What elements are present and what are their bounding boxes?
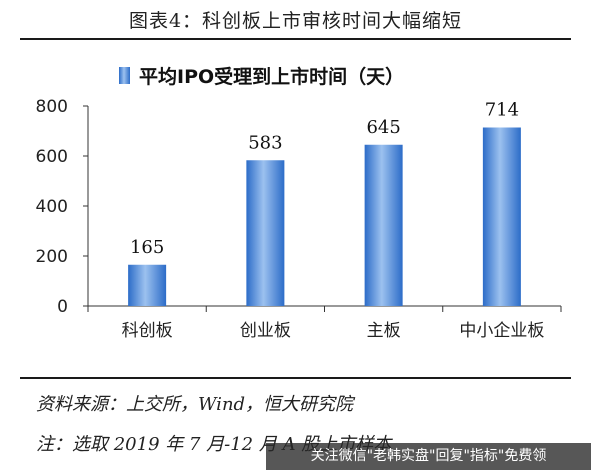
data-label: 714 (485, 100, 519, 121)
bar-chart: 平均IPO受理到上市时间（天） 0 200 400 600 800 科创板 创业板 主板 中小… (36, 65, 562, 341)
x-tick-label: 创业板 (240, 321, 291, 341)
x-tick-label: 科创板 (122, 321, 173, 341)
chart-legend: 平均IPO受理到上市时间（天） (119, 65, 404, 88)
x-axis: 科创板 创业板 主板 中小企业板 (87, 305, 562, 341)
bar-1 (128, 264, 167, 306)
top-rule (20, 38, 571, 40)
bottom-rule (20, 377, 571, 379)
chart-title: 平均IPO受理到上市时间（天） (139, 65, 404, 88)
figure-title: 图表4：科创板上市审核时间大幅缩短 (128, 10, 463, 32)
bar-2 (246, 160, 285, 306)
bars: 165 583 645 714 (128, 100, 521, 306)
data-label: 645 (366, 117, 400, 138)
legend-marker (119, 67, 130, 84)
source-note: 资料来源：上交所，Wind，恒大研究院 (36, 394, 354, 415)
y-tick-label: 200 (36, 247, 68, 267)
y-tick-label: 600 (36, 147, 68, 167)
data-label: 583 (248, 132, 282, 153)
x-tick-label: 中小企业板 (459, 321, 544, 341)
watermark-banner: 关注微信"老韩实盘"回复"指标"免费领 (266, 443, 591, 470)
bar-3 (364, 144, 403, 306)
y-tick-label: 800 (36, 97, 68, 117)
x-tick-label: 主板 (367, 321, 401, 341)
y-tick-label: 400 (36, 197, 68, 217)
y-axis: 0 200 400 600 800 (36, 97, 89, 317)
data-label: 165 (130, 237, 164, 258)
bar-4 (482, 127, 521, 306)
y-tick-label: 0 (57, 297, 68, 317)
